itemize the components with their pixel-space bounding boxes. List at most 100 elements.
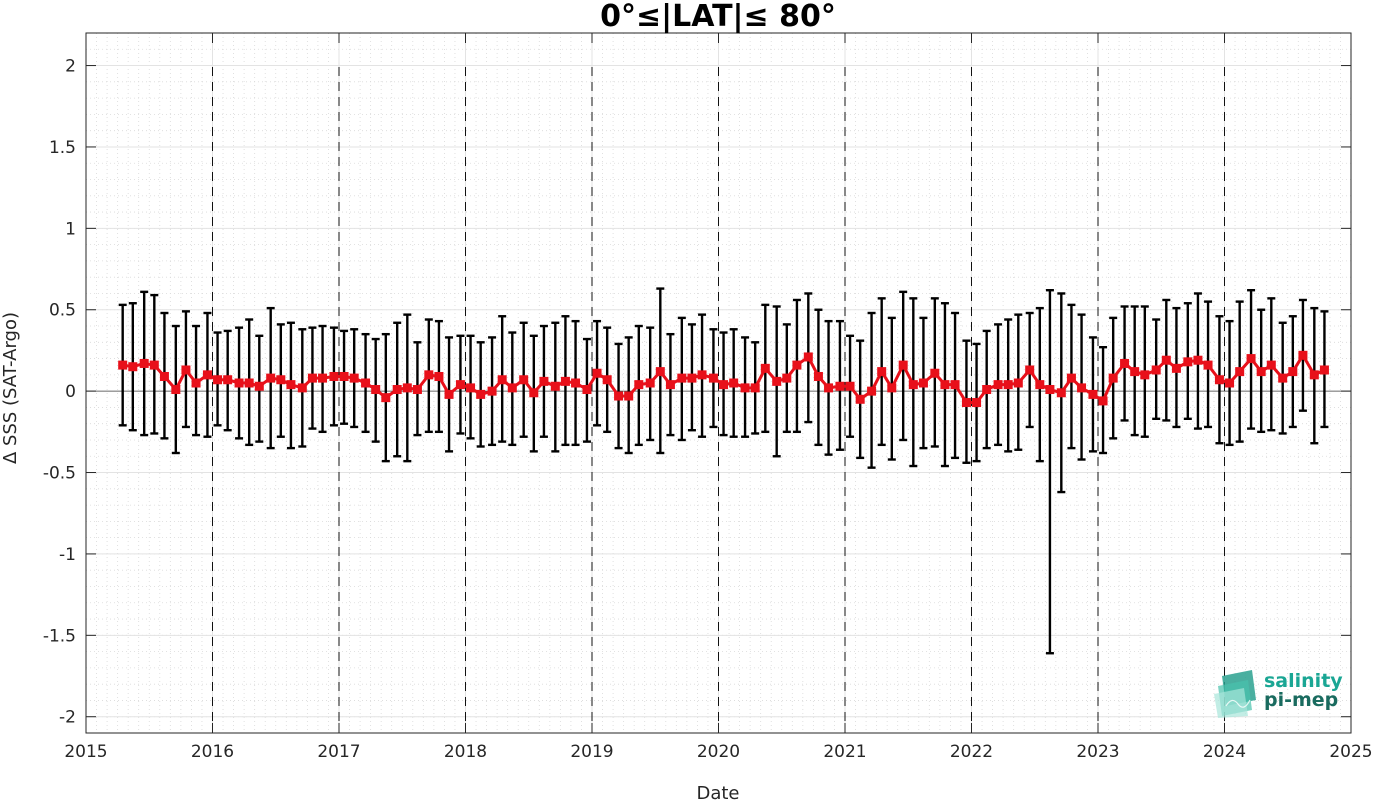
y-tick-label: -0.5: [43, 464, 76, 484]
data-point-marker: [1203, 360, 1213, 370]
data-point-marker: [1045, 385, 1055, 395]
x-tick-labels: 2015 2016 2017 2018 2019 2020 2021 2022 2023 2024…: [64, 742, 1372, 762]
data-point-marker: [1140, 370, 1150, 380]
data-point-marker: [1130, 367, 1140, 377]
y-tick-label: 2: [65, 57, 76, 77]
data-point-marker: [1035, 380, 1045, 390]
data-point-marker: [297, 383, 307, 393]
data-point-marker: [602, 375, 612, 385]
x-tick-label: 2016: [191, 742, 234, 762]
data-point-marker: [434, 371, 444, 381]
data-point-marker: [1098, 396, 1108, 406]
data-point-marker: [950, 380, 960, 390]
data-point-marker: [760, 363, 770, 373]
data-point-marker: [139, 358, 149, 368]
data-point-marker: [1183, 357, 1193, 367]
data-point-marker: [930, 368, 940, 378]
data-point-marker: [908, 380, 918, 390]
data-point-marker: [487, 386, 497, 396]
x-tick-label: 2023: [1076, 742, 1119, 762]
data-point-marker: [381, 393, 391, 403]
data-point-marker: [1288, 367, 1298, 377]
x-tick-label: 2024: [1203, 742, 1246, 762]
data-point-marker: [412, 385, 422, 395]
data-point-marker: [392, 385, 402, 395]
data-point-marker: [1246, 354, 1256, 364]
data-point-marker: [159, 371, 169, 381]
data-point-marker: [918, 378, 928, 388]
data-point-marker: [677, 373, 687, 383]
y-tick-label: 1: [65, 219, 76, 239]
data-point-marker: [982, 385, 992, 395]
data-point-marker: [592, 368, 602, 378]
data-point-marker: [149, 360, 159, 370]
data-point-marker: [740, 383, 750, 393]
data-point-marker: [614, 391, 624, 401]
y-tick-label: -1: [59, 545, 76, 565]
data-point-marker: [792, 360, 802, 370]
data-point-marker: [697, 370, 707, 380]
data-point-marker: [940, 380, 950, 390]
data-point-marker: [1319, 365, 1329, 375]
data-point-marker: [1120, 358, 1130, 368]
x-tick-label: 2021: [823, 742, 866, 762]
data-point-marker: [128, 362, 138, 372]
data-point-marker: [803, 352, 813, 362]
x-tick-label: 2018: [444, 742, 487, 762]
data-point-marker: [887, 383, 897, 393]
data-point-marker: [665, 380, 675, 390]
data-point-marker: [719, 380, 729, 390]
data-point-marker: [329, 371, 339, 381]
data-point-marker: [118, 360, 128, 370]
data-point-marker: [1108, 373, 1118, 383]
data-point-marker: [519, 375, 529, 385]
data-point-marker: [181, 365, 191, 375]
data-point-marker: [1013, 378, 1023, 388]
data-point-marker: [877, 367, 887, 377]
data-point-marker: [171, 385, 181, 395]
data-point-marker: [571, 378, 581, 388]
data-point-marker: [497, 375, 507, 385]
y-tick-label: -2: [59, 708, 76, 728]
data-point-marker: [276, 375, 286, 385]
x-tick-label: 2020: [697, 742, 740, 762]
data-point-marker: [824, 383, 834, 393]
x-tick-label: 2025: [1329, 742, 1372, 762]
salinity-pi-mep-logo: salinity pi-mep: [1214, 670, 1343, 718]
data-point-marker: [1225, 378, 1235, 388]
data-point-marker: [1161, 355, 1171, 365]
data-point-marker: [1171, 363, 1181, 373]
data-point-marker: [266, 373, 276, 383]
data-point-marker: [307, 373, 317, 383]
data-point-marker: [223, 375, 233, 385]
data-point-marker: [1298, 350, 1308, 360]
data-point-marker: [845, 381, 855, 391]
data-point-marker: [318, 373, 328, 383]
data-point-marker: [202, 370, 212, 380]
data-point-marker: [1214, 375, 1224, 385]
data-point-marker: [286, 380, 296, 390]
data-point-marker: [855, 394, 865, 404]
data-point-marker: [813, 371, 823, 381]
series-layer: [118, 350, 1329, 408]
data-point-marker: [476, 389, 486, 399]
data-point-marker: [1256, 367, 1266, 377]
data-point-marker: [254, 381, 264, 391]
data-point-marker: [339, 371, 349, 381]
data-point-marker: [1235, 367, 1245, 377]
data-point-marker: [444, 389, 454, 399]
y-tick-labels: -2 -1.5 -1 -0.5 0 0.5 1 1.5 2: [43, 57, 76, 728]
y-tick-label: 1.5: [49, 138, 76, 158]
y-tick-label: -1.5: [43, 626, 76, 646]
logo-text-salinity: salinity: [1264, 670, 1343, 692]
data-point-marker: [993, 380, 1003, 390]
logo-text-pi-mep: pi-mep: [1264, 689, 1338, 711]
data-point-marker: [1266, 360, 1276, 370]
data-point-marker: [708, 373, 718, 383]
data-point-marker: [550, 381, 560, 391]
data-point-marker: [1056, 388, 1066, 398]
x-tick-label: 2017: [317, 742, 360, 762]
data-point-marker: [624, 391, 634, 401]
chart-title: 0°≤|LAT|≤ 80°: [600, 0, 836, 34]
